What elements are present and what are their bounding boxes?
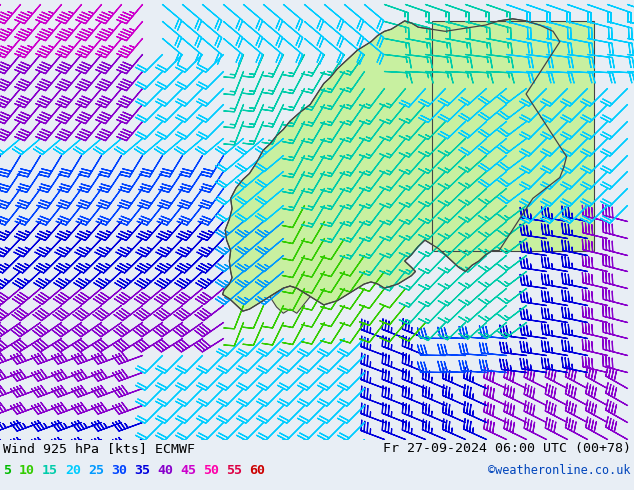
Text: 45: 45	[180, 464, 196, 477]
Text: 15: 15	[42, 464, 58, 477]
Text: 30: 30	[111, 464, 127, 477]
Text: Fr 27-09-2024 06:00 UTC (00+78): Fr 27-09-2024 06:00 UTC (00+78)	[383, 441, 631, 455]
Polygon shape	[223, 19, 567, 311]
Text: 20: 20	[65, 464, 81, 477]
Text: ©weatheronline.co.uk: ©weatheronline.co.uk	[489, 464, 631, 477]
Text: 25: 25	[88, 464, 104, 477]
Text: 55: 55	[226, 464, 242, 477]
Text: 5: 5	[3, 464, 11, 477]
Text: 40: 40	[157, 464, 173, 477]
Polygon shape	[270, 286, 310, 313]
Text: 10: 10	[19, 464, 35, 477]
Text: 60: 60	[249, 464, 265, 477]
Text: 35: 35	[134, 464, 150, 477]
Text: Wind 925 hPa [kts] ECMWF: Wind 925 hPa [kts] ECMWF	[3, 441, 195, 455]
Polygon shape	[432, 21, 593, 250]
Text: 50: 50	[203, 464, 219, 477]
